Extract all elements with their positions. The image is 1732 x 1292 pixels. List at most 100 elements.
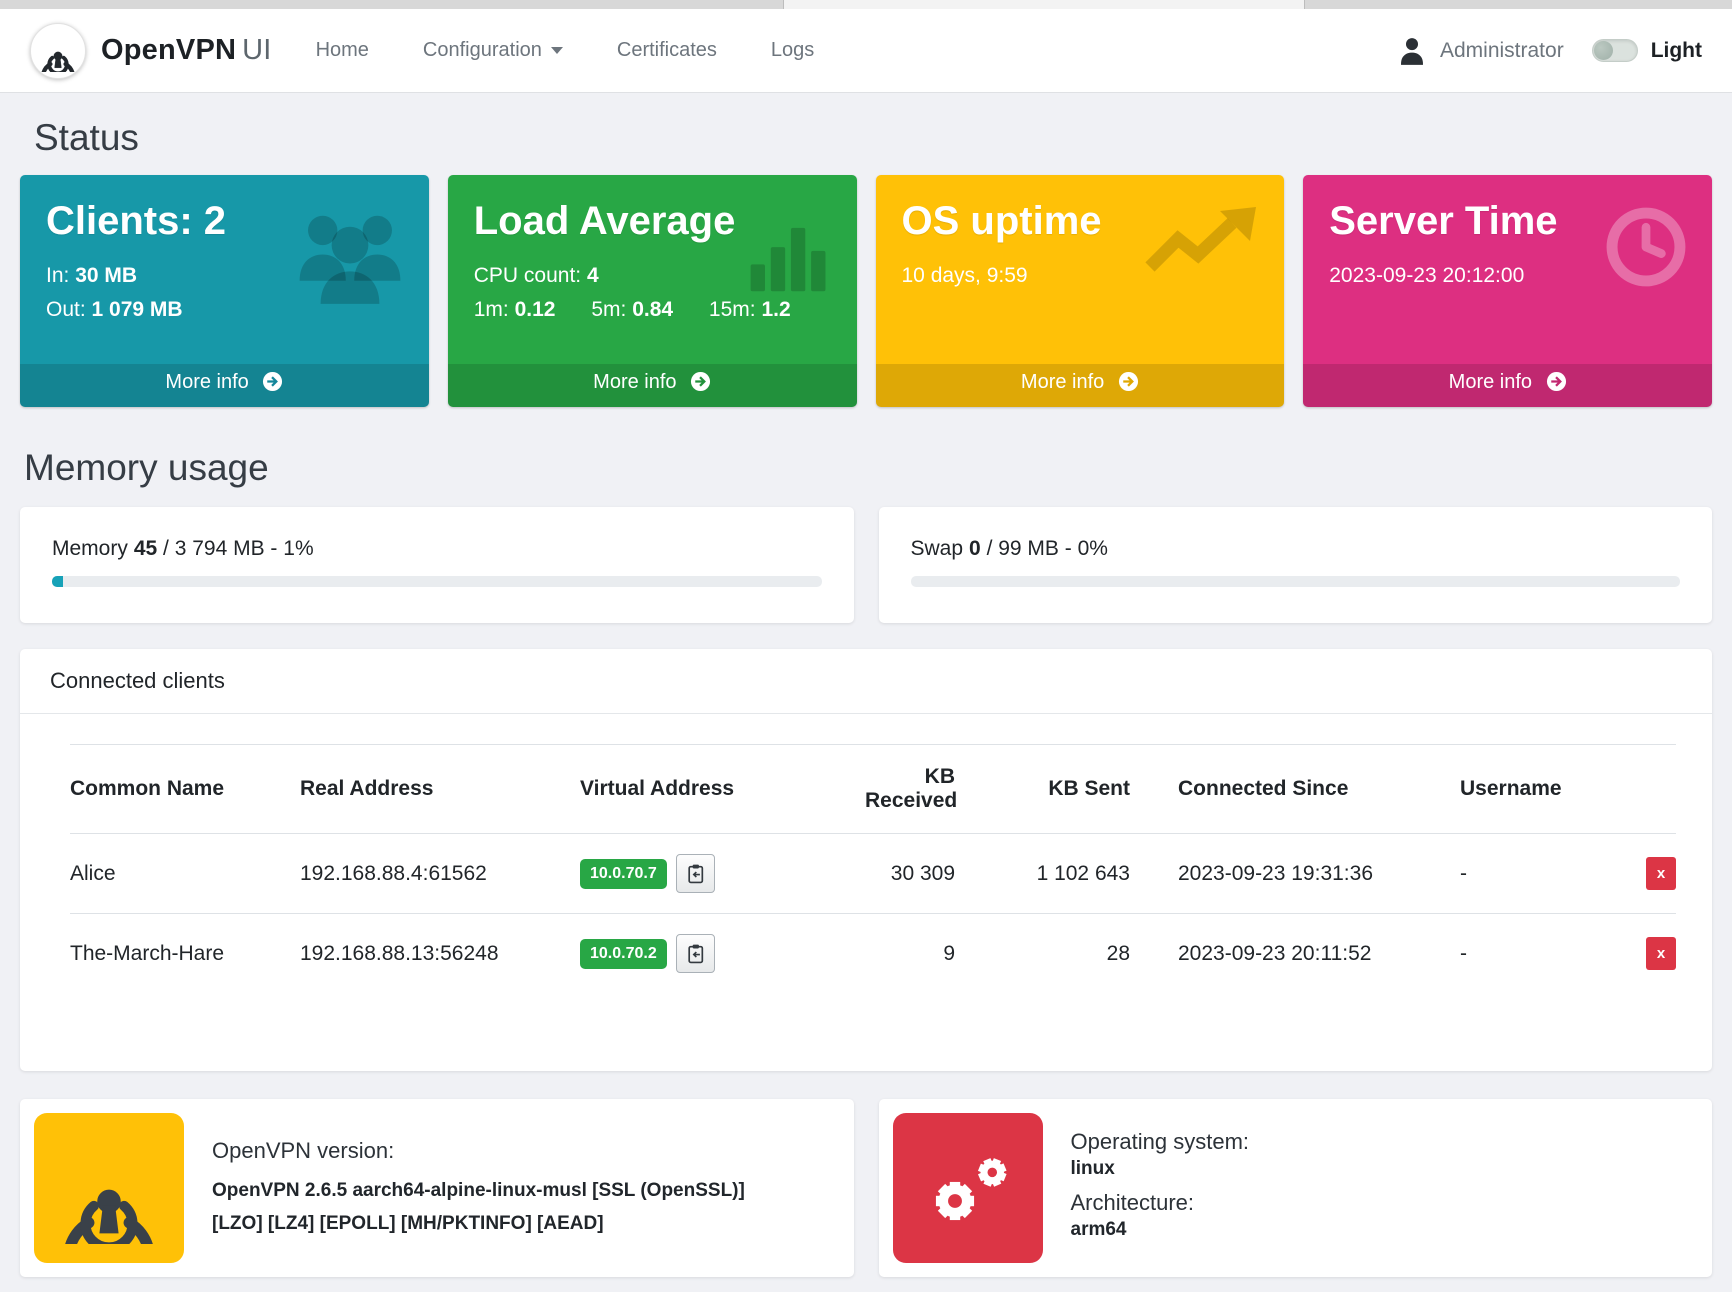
load-1m-label: 1m: <box>473 298 509 321</box>
load-5m-value: 0.84 <box>632 298 674 321</box>
arrow-circle-right-icon <box>1546 371 1567 398</box>
openvpn-version-value: OpenVPN 2.6.5 aarch64-alpine-linux-musl … <box>212 1179 745 1234</box>
clients-in-line: In: 30 MB <box>46 264 403 288</box>
disconnect-client-button[interactable]: x <box>1646 937 1676 970</box>
cpu-count-value: 4 <box>586 264 599 287</box>
swap-value: 0 <box>969 537 981 560</box>
cell-kb-received: 30 309 <box>890 861 955 885</box>
connected-clients-panel: Connected clients Common Name Real Addre… <box>20 649 1712 1071</box>
cell-common-name: The-March-Hare <box>70 941 225 965</box>
cell-connected-since: 2023-09-23 20:11:52 <box>1178 941 1372 965</box>
gears-icon <box>935 1158 1007 1221</box>
server-time-more-info-button[interactable]: More info <box>1303 364 1712 407</box>
col-kb-sent: KB Sent <box>1048 777 1130 800</box>
nav-item-certificates[interactable]: Certificates <box>616 39 717 61</box>
table-row: Alice 192.168.88.4:61562 10.0.70.7 30 30… <box>70 834 1676 914</box>
load-1m-value: 0.12 <box>514 298 556 321</box>
cpu-count-label: CPU count: <box>473 264 582 287</box>
brand-title[interactable]: OpenVPN UI <box>101 34 272 67</box>
copy-address-button[interactable] <box>675 854 715 893</box>
cell-username: - <box>1460 861 1467 885</box>
swap-label: Swap <box>910 537 964 560</box>
arrow-circle-right-icon <box>1118 371 1139 398</box>
os-uptime-card: OS uptime 10 days, 9:59 More info <box>875 175 1285 407</box>
operating-system-text: Operating system: linux Architecture: ar… <box>1071 1125 1250 1250</box>
openvpn-version-text: OpenVPN version: OpenVPN 2.6.5 aarch64-a… <box>212 1136 797 1241</box>
nav-item-logs[interactable]: Logs <box>770 39 815 61</box>
col-virtual-address: Virtual Address <box>580 777 735 800</box>
col-actions <box>1590 745 1676 834</box>
server-time-card: Server Time 2023-09-23 20:12:00 More inf… <box>1303 175 1712 407</box>
connected-clients-title: Connected clients <box>20 649 1712 714</box>
nav-links: Home Configuration Certificates Logs <box>316 39 815 62</box>
server-time-value: 2023-09-23 20:12:00 <box>1329 264 1525 287</box>
cell-real-address: 192.168.88.13:56248 <box>300 941 499 965</box>
operating-system-value: linux <box>1070 1158 1115 1180</box>
col-real-address: Real Address <box>300 777 434 800</box>
cell-virtual-address: 10.0.70.7 <box>580 834 865 914</box>
more-info-label: More info <box>593 371 677 393</box>
memory-progress-bar <box>52 576 822 587</box>
trend-up-icon <box>1144 201 1264 290</box>
table-header-row: Common Name Real Address Virtual Address… <box>70 744 1676 834</box>
nav-item-home[interactable]: Home <box>315 39 369 61</box>
users-icon <box>291 201 409 311</box>
load-5m-label: 5m: <box>591 298 627 321</box>
load-15m-value: 1.2 <box>761 298 791 321</box>
copy-address-button[interactable] <box>675 934 715 973</box>
openvpn-version-label: OpenVPN version: <box>212 1137 395 1163</box>
virtual-address-badge: 10.0.70.7 <box>580 858 667 889</box>
connected-clients-table-wrap: Common Name Real Address Virtual Address… <box>20 714 1712 1071</box>
nav-item-configuration[interactable]: Configuration <box>423 39 563 62</box>
arrow-circle-right-icon <box>690 371 711 398</box>
clients-card-title: Clients: 2 <box>46 199 227 243</box>
server-time-card-body: Server Time 2023-09-23 20:12:00 <box>1303 175 1712 364</box>
brand-light: UI <box>242 34 272 66</box>
browser-edge-strip <box>0 0 1732 9</box>
cell-kb-received: 9 <box>943 941 955 965</box>
openvpn-logo-icon <box>37 30 79 72</box>
clients-card: Clients: 2 In: 30 MB Out: 1 079 MB More … <box>20 175 429 407</box>
bar-chart-icon <box>741 201 837 302</box>
swap-card: Swap 0 / 99 MB - 0% <box>878 507 1712 623</box>
disconnect-client-button[interactable]: x <box>1646 857 1676 890</box>
virtual-address-badge: 10.0.70.2 <box>580 938 667 969</box>
theme-toggle-knob <box>1593 41 1613 60</box>
cell-virtual-address: 10.0.70.2 <box>580 914 865 994</box>
theme-label: Light <box>1650 38 1702 62</box>
server-time-title: Server Time <box>1329 199 1558 243</box>
clients-card-body: Clients: 2 In: 30 MB Out: 1 079 MB <box>20 175 429 364</box>
memory-progress-fill <box>52 576 63 587</box>
more-info-label: More info <box>1020 371 1105 393</box>
clients-in-label: In: <box>46 264 70 287</box>
clients-out-label: Out: <box>46 298 86 321</box>
architecture-value: arm64 <box>1070 1219 1127 1240</box>
load-more-info-button[interactable]: More info <box>447 364 857 407</box>
memory-card: Memory 45 / 3 794 MB - 1% <box>20 507 854 623</box>
load-15m-label: 15m: <box>708 298 756 321</box>
openvpn-icon <box>53 1132 165 1244</box>
nav-item-configuration-label: Configuration <box>422 39 542 61</box>
operating-system-card: Operating system: linux Architecture: ar… <box>878 1099 1712 1277</box>
brand-bold: OpenVPN <box>101 34 237 66</box>
cpu-count-line: CPU count: 4 <box>474 264 831 288</box>
memory-row: Memory 45 / 3 794 MB - 1% Swap 0 / 99 MB -… <box>20 507 1712 623</box>
clients-out-line: Out: 1 079 MB <box>46 298 403 322</box>
os-uptime-title: OS uptime <box>901 199 1102 243</box>
uptime-more-info-button[interactable]: More info <box>875 364 1285 407</box>
swap-usage-text: Swap 0 / 99 MB - 0% <box>911 537 1681 561</box>
load-values-line: 1m: 0.12 5m: 0.84 15m: 1.2 <box>474 298 831 322</box>
status-heading: Status <box>34 117 139 158</box>
cell-connected-since: 2023-09-23 19:31:36 <box>1178 861 1373 885</box>
arrow-circle-right-icon <box>262 371 283 398</box>
cell-username: - <box>1460 941 1467 965</box>
load-average-card: Load Average CPU count: 4 1m: 0.12 5m: 0… <box>447 175 857 407</box>
openvpn-logo[interactable] <box>30 22 86 79</box>
browser-tab-sliver <box>783 0 1305 9</box>
theme-toggle[interactable] <box>1591 39 1638 62</box>
user-name[interactable]: Administrator <box>1439 38 1564 62</box>
col-username: Username <box>1460 777 1562 800</box>
bottom-info-row: OpenVPN version: OpenVPN 2.6.5 aarch64-a… <box>20 1099 1712 1277</box>
swap-progress-bar <box>910 576 1680 587</box>
clients-more-info-button[interactable]: More info <box>20 364 429 407</box>
